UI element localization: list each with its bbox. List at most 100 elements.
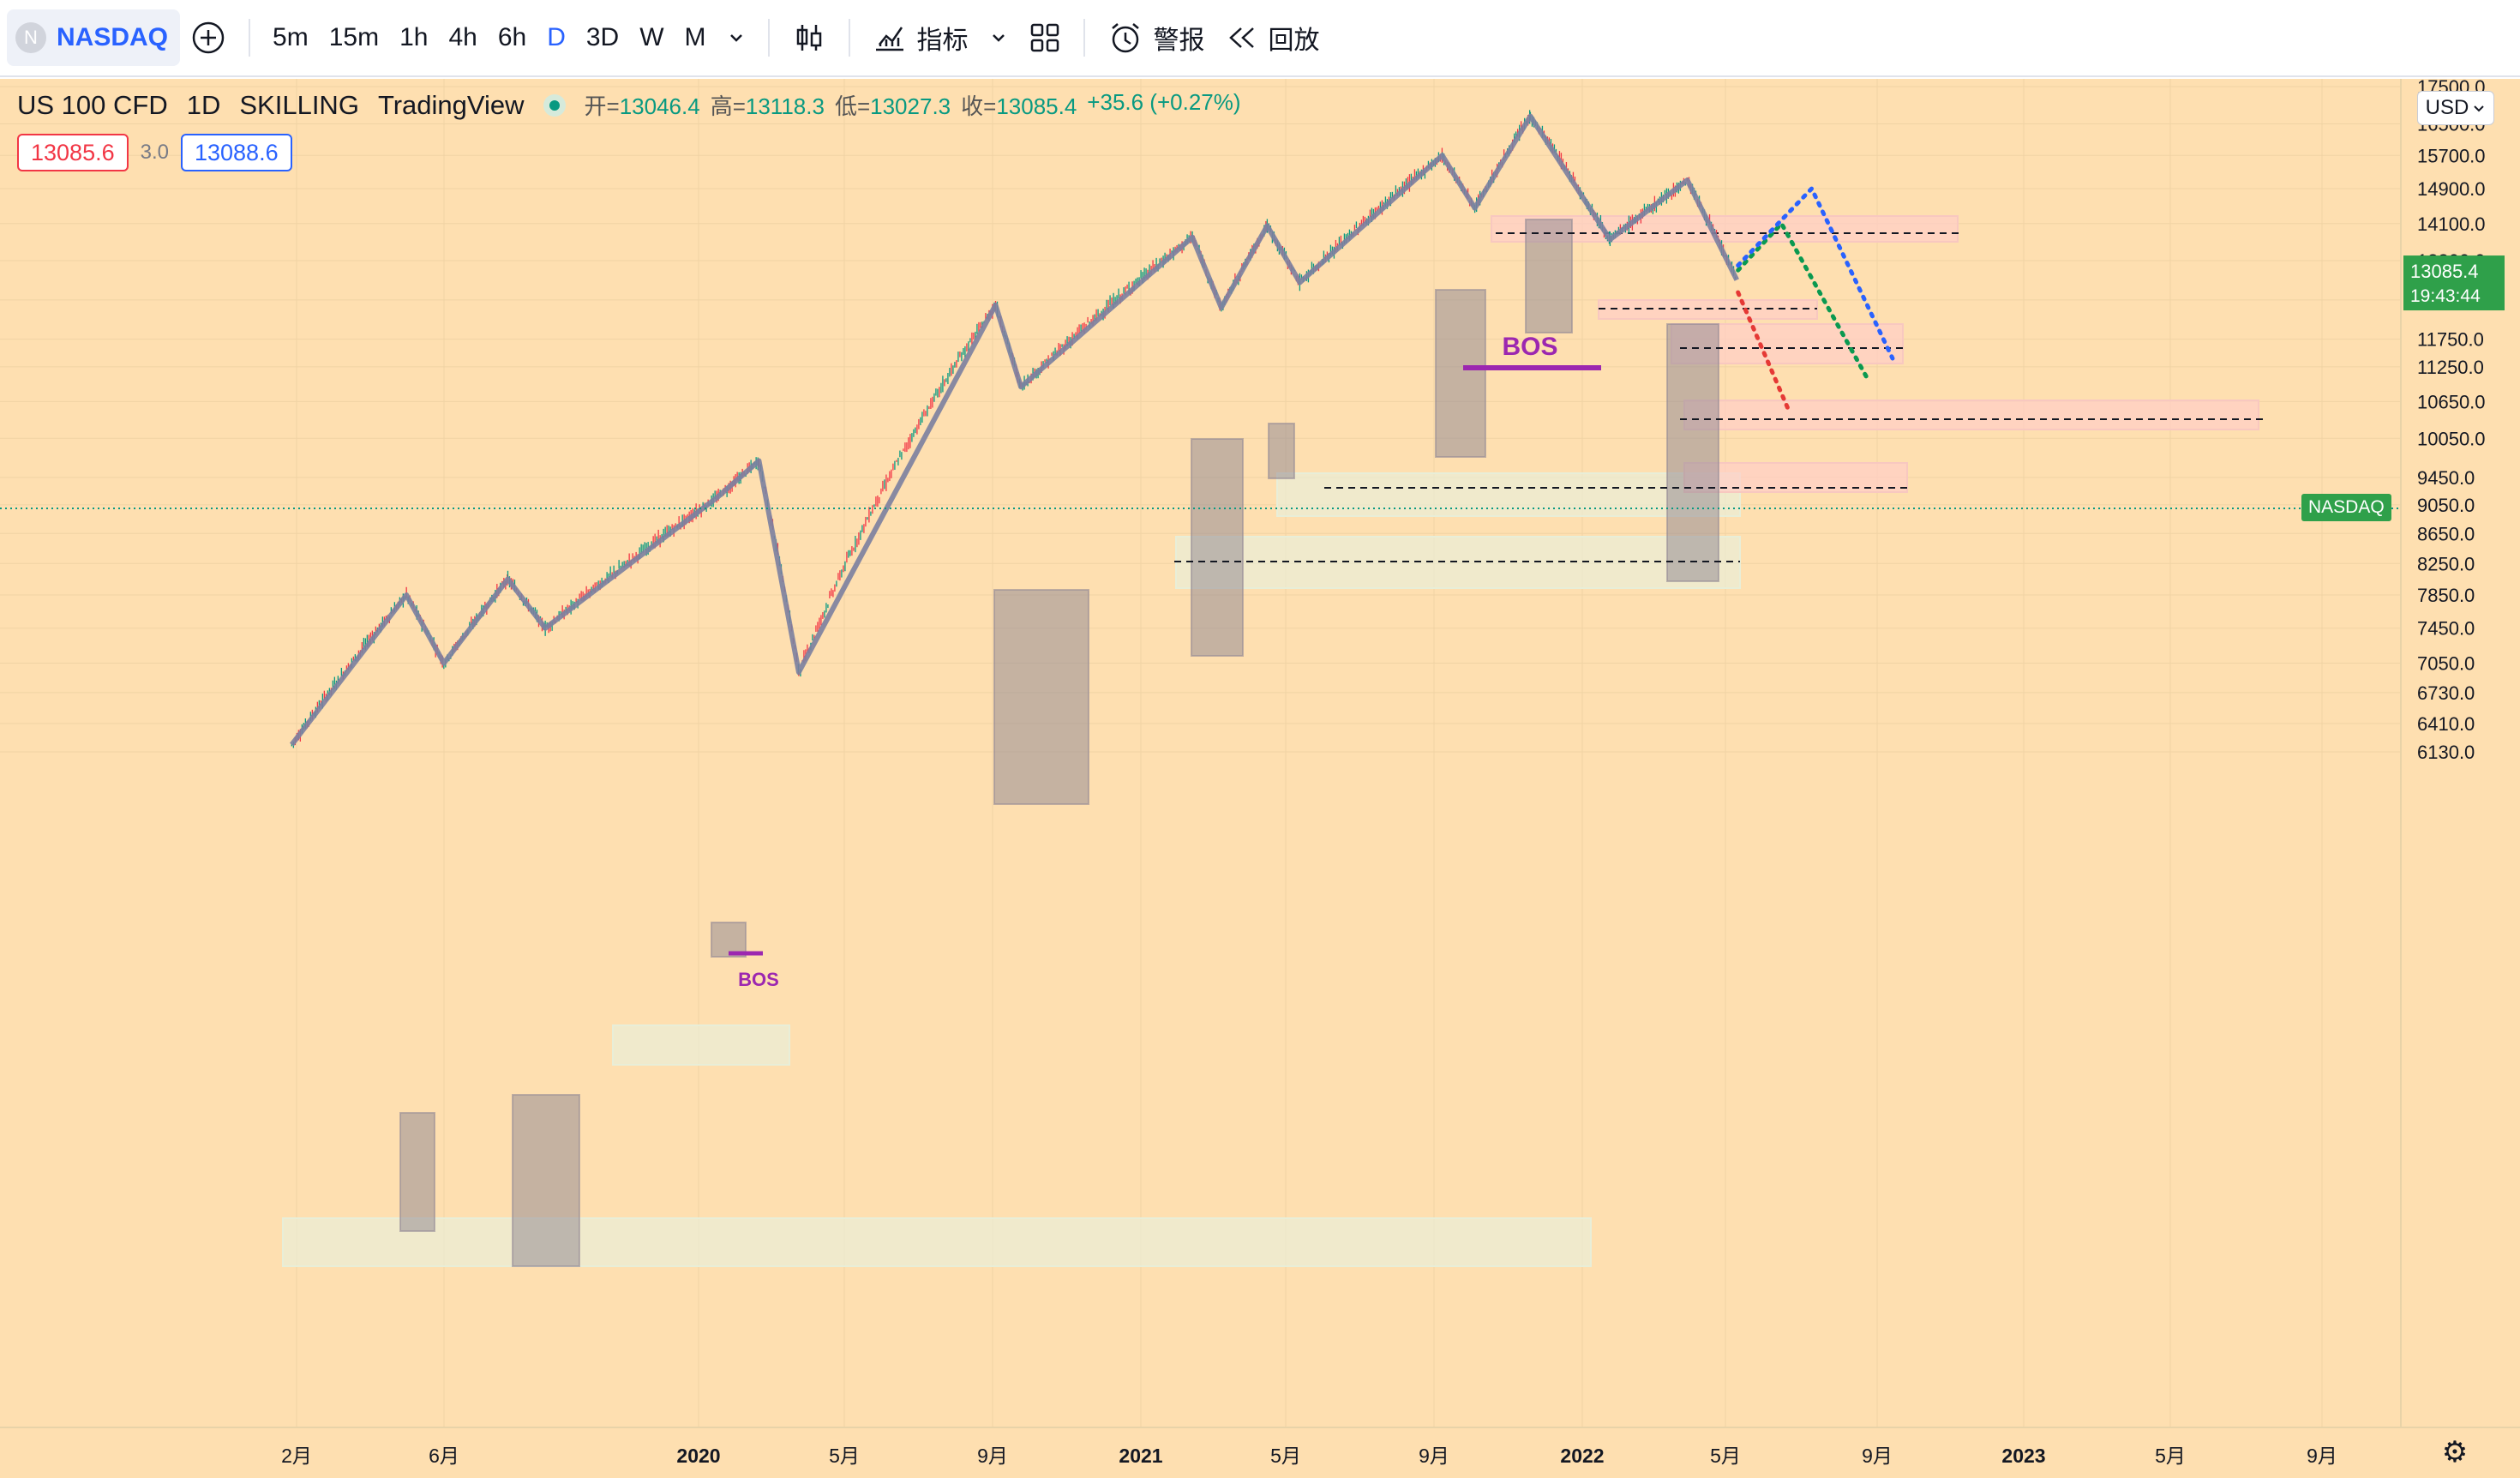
close-key: 收=: [961, 93, 997, 119]
replay-button[interactable]: 回放: [1215, 10, 1330, 65]
top-toolbar: N NASDAQ 5m 15m 1h 4h 6h D 3D W M 指标 警报 …: [0, 0, 2520, 77]
spread-value: 3.0: [140, 141, 169, 164]
time-tick-label: 5月: [2155, 1445, 2186, 1467]
consolidation-box: [1191, 438, 1244, 657]
interval-5m[interactable]: 5m: [273, 23, 309, 51]
replay-label: 回放: [1268, 27, 1320, 55]
swing-structure-line: [289, 113, 1739, 747]
time-axis[interactable]: 2月 6月 2020 5月 9月 2021 5月 9月 2022 5月 9月 2023 5月 9月: [0, 1427, 2520, 1478]
toolbar-divider: [249, 19, 251, 57]
consolidation-box: [993, 589, 1089, 805]
legend-provider: TradingView: [377, 89, 525, 120]
market-status-icon[interactable]: [543, 93, 566, 117]
projection-red: [1736, 290, 1790, 410]
price-tick-label: 6730.0: [2417, 682, 2475, 704]
price-tick-label: 9450.0: [2417, 467, 2475, 489]
last-price-value: 13085.4: [2410, 261, 2479, 282]
price-tick-label: 6410.0: [2417, 713, 2475, 735]
time-tick-label: 9月: [1419, 1445, 1449, 1467]
price-tick-label: 11250.0: [2417, 357, 2484, 378]
chart-pane[interactable]: BOS BOS NASDAQ: [0, 79, 2400, 1427]
time-tick-label: 2020: [676, 1445, 720, 1467]
intervals-dropdown-button[interactable]: [717, 10, 756, 65]
price-tick-label: 14900.0: [2417, 178, 2486, 200]
consolidation-box: [512, 1094, 580, 1267]
price-tick-label: 10650.0: [2417, 391, 2486, 412]
toolbar-divider: [848, 19, 850, 57]
price-tick-label: 15700.0: [2417, 145, 2486, 166]
legend-source: SKILLING: [239, 89, 359, 120]
alarm-clock-icon: [1111, 23, 1139, 53]
projection-lines: [1736, 184, 1895, 410]
price-tick-label: 8250.0: [2417, 553, 2475, 574]
legend-interval: 1D: [186, 89, 221, 120]
open-key: 开=: [584, 93, 620, 119]
price-tick-label: 10050.0: [2417, 428, 2486, 449]
bar-countdown: 19:43:44: [2410, 286, 2481, 306]
price-tick-label: 11750.0: [2417, 329, 2484, 351]
layout-grid-icon: [1030, 23, 1059, 52]
indicators-button[interactable]: 指标: [862, 10, 979, 65]
interval-w[interactable]: W: [639, 23, 664, 51]
symbol-logo-icon: N: [15, 22, 46, 53]
interval-15m[interactable]: 15m: [328, 23, 380, 51]
layout-button[interactable]: [1018, 10, 1071, 65]
consolidation-box: [1666, 323, 1719, 582]
structure-lines: [289, 113, 1739, 747]
symbol-search-button[interactable]: N NASDAQ: [7, 9, 181, 66]
price-tick-label: 8650.0: [2417, 523, 2475, 544]
plus-circle-icon: [192, 21, 225, 54]
chevron-down-icon: [2474, 105, 2485, 112]
indicators-label: 指标: [916, 27, 969, 55]
interval-1h[interactable]: 1h: [399, 23, 429, 51]
time-tick-label: 9月: [977, 1445, 1008, 1467]
time-tick-label: 2021: [1119, 1445, 1162, 1467]
sell-price-button[interactable]: 13085.6: [17, 134, 129, 171]
high-key: 高=: [710, 93, 746, 119]
price-axis[interactable]: 17500.016500.015700.014900.014100.013300…: [2400, 76, 2520, 1427]
low-value: 13027.3: [870, 93, 951, 119]
demand-zone: [612, 1024, 790, 1066]
compare-symbol-button[interactable]: [180, 10, 237, 65]
consolidation-box: [1525, 219, 1573, 333]
projection-green: [1736, 219, 1869, 381]
currency-select[interactable]: USD: [2417, 91, 2494, 125]
low-key: 低=: [834, 93, 871, 119]
consolidation-box: [1268, 423, 1295, 479]
price-tick-label: 9050.0: [2417, 495, 2475, 516]
gear-icon[interactable]: ⚙: [2441, 1436, 2469, 1469]
supply-zone: [1683, 400, 2259, 430]
chart-legend: US 100 CFD 1D SKILLING TradingView 开=130…: [17, 89, 1241, 121]
alerts-button[interactable]: 警报: [1097, 10, 1215, 65]
time-tick-label: 5月: [829, 1445, 860, 1467]
price-tick-label: 6130.0: [2417, 742, 2475, 763]
open-value: 13046.4: [619, 93, 700, 119]
drawing-zones: [282, 215, 2263, 1267]
consolidation-box: [399, 1112, 435, 1232]
interval-3d[interactable]: 3D: [585, 23, 620, 51]
chart-canvas[interactable]: BOS BOS: [0, 79, 2400, 1427]
time-axis-scale: 2月 6月 2020 5月 9月 2021 5月 9月 2022 5月 9月 2023 5月 9月: [281, 1445, 2337, 1467]
time-tick-label: 6月: [429, 1445, 459, 1467]
price-tick-label: 7050.0: [2417, 653, 2475, 675]
chevron-down-icon: [729, 34, 742, 42]
buy-price-button[interactable]: 13088.6: [180, 134, 292, 171]
price-tick-label: 7450.0: [2417, 618, 2475, 640]
interval-4h[interactable]: 4h: [448, 23, 477, 51]
alerts-label: 警报: [1153, 27, 1205, 55]
demand-zone: [282, 1217, 1592, 1267]
interval-d[interactable]: D: [547, 23, 566, 51]
time-tick-label: 2023: [2001, 1445, 2045, 1467]
indicators-icon: [875, 27, 903, 51]
legend-instrument[interactable]: US 100 CFD: [17, 89, 168, 120]
chart-type-button[interactable]: [782, 10, 837, 65]
indicators-dropdown-button[interactable]: [979, 10, 1018, 65]
interval-6h[interactable]: 6h: [497, 23, 527, 51]
toolbar-divider: [1083, 19, 1085, 57]
price-axis-scale: 17500.016500.015700.014900.014100.013300…: [2403, 76, 2505, 763]
nasdaq-price-tag: NASDAQ: [2301, 494, 2391, 521]
candles-icon: [796, 25, 821, 51]
price-tick-label: 14100.0: [2417, 213, 2486, 235]
interval-m[interactable]: M: [684, 23, 706, 51]
time-tick-label: 9月: [2307, 1445, 2337, 1467]
